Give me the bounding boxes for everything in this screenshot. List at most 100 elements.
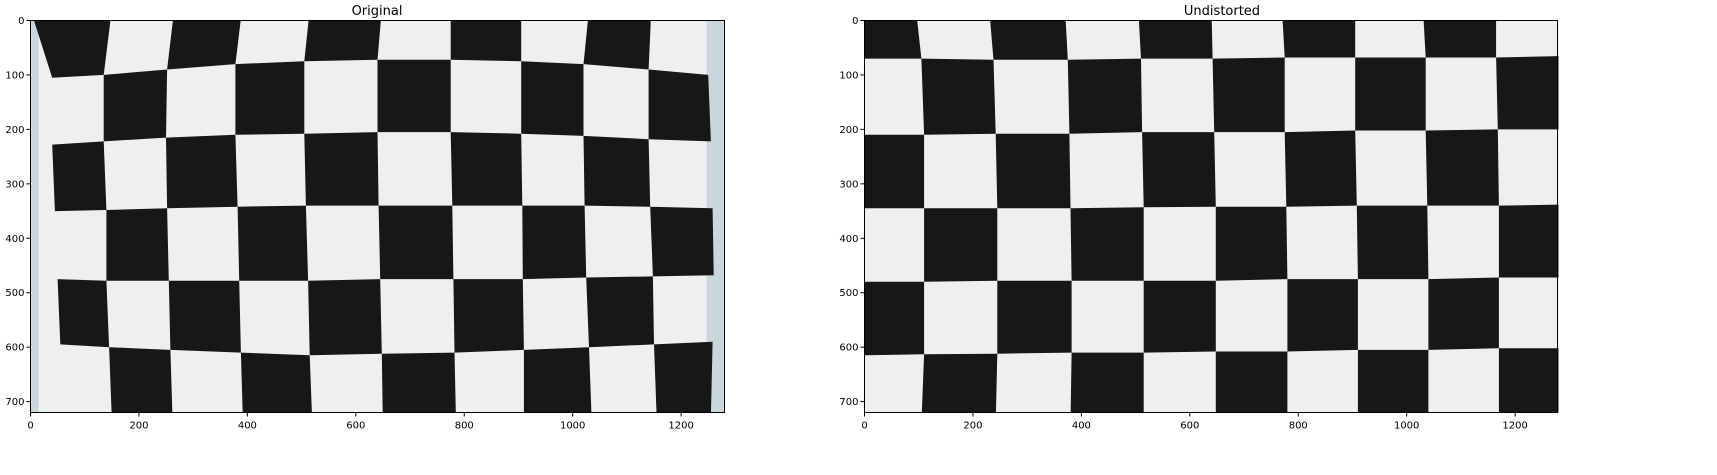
y-tick-label: 700 [839, 397, 858, 408]
original-paper-edge-right [706, 20, 725, 413]
undistorted-dark-square [1428, 277, 1499, 350]
original-dark-square [103, 69, 168, 142]
undistorted-dark-square [1215, 206, 1288, 281]
y-tick-label: 300 [839, 179, 858, 190]
original-dark-square [453, 279, 524, 353]
x-tick-label: 200 [129, 421, 148, 432]
y-tick-label: 400 [5, 234, 24, 245]
undistorted-dark-square [1282, 20, 1356, 58]
panel-title-undistorted: Undistorted [1183, 4, 1261, 19]
original-dark-square [308, 279, 382, 356]
original-dark-square [304, 20, 381, 62]
undistorted-dark-square [995, 133, 1071, 209]
axes-undistorted: 0 200 400 600 800 1000 1200 0 100 200 300 400 500 600… [839, 16, 1559, 432]
x-tick-label: 0 [861, 421, 867, 432]
x-tick-label: 1200 [1502, 421, 1527, 432]
undistorted-dark-square [1070, 352, 1144, 413]
x-tick-label: 0 [27, 421, 33, 432]
original-dark-square [240, 352, 312, 413]
original-dark-square [304, 132, 379, 206]
x-tick-label: 800 [455, 421, 474, 432]
y-tick-label: 200 [5, 125, 24, 136]
undistorted-dark-square [1357, 349, 1429, 413]
original-dark-square [33, 20, 111, 78]
y-tick-label: 100 [839, 70, 858, 81]
original-dark-square [583, 20, 651, 70]
undistorted-dark-square [1498, 348, 1559, 413]
original-dark-square [648, 69, 711, 142]
axes-original: 0 200 400 600 800 1000 1200 0 100 200 300 400 500 600… [5, 16, 725, 432]
undistorted-dark-square [997, 280, 1072, 354]
original-dark-square [57, 279, 110, 348]
y-tick-label: 600 [839, 343, 858, 354]
original-dark-square [168, 280, 241, 353]
undistorted-dark-square [1287, 279, 1358, 352]
original-dark-square [523, 347, 592, 413]
checkerboard-image-undistorted [864, 20, 1559, 413]
original-dark-square [654, 341, 713, 413]
x-tick-label: 400 [238, 421, 257, 432]
undistorted-dark-square [921, 353, 998, 413]
original-dark-square [378, 205, 454, 280]
y-tick-label: 500 [839, 288, 858, 299]
undistorted-dark-square [864, 20, 922, 59]
x-tick-label: 1000 [1394, 421, 1419, 432]
original-dark-square [109, 347, 173, 413]
y-tick-label: 300 [5, 179, 24, 190]
undistorted-dark-square [1284, 130, 1357, 207]
original-dark-square [381, 352, 456, 413]
original-dark-square [237, 205, 309, 281]
original-dark-square [235, 61, 305, 135]
panel-original: Original 0 200 400 600 800 1000 1200 0 100 200 300… [0, 0, 800, 475]
original-dark-square [521, 61, 584, 136]
undistorted-dark-square [864, 134, 925, 209]
y-tick-label: 600 [5, 343, 24, 354]
x-tick-label: 1000 [560, 421, 585, 432]
undistorted-dark-square [1212, 57, 1285, 133]
checkerboard-image-original [30, 20, 725, 413]
undistorted-dark-square [1067, 58, 1143, 134]
x-tick-label: 600 [346, 421, 365, 432]
axes-frame-original [30, 20, 725, 413]
y-tick-label: 0 [18, 16, 24, 27]
x-tick-label: 1200 [668, 421, 693, 432]
undistorted-dark-square [1423, 20, 1497, 58]
x-tick-label: 400 [1072, 421, 1091, 432]
undistorted-dark-square [864, 281, 925, 356]
undistorted-dark-square [1425, 129, 1499, 206]
undistorted-dark-square [1143, 280, 1216, 353]
y-tick-label: 700 [5, 397, 24, 408]
axes-frame-undistorted [864, 20, 1558, 413]
undistorted-dark-square [1215, 351, 1288, 413]
y-tick-label: 200 [839, 125, 858, 136]
ticks-undistorted: 0 200 400 600 800 1000 1200 0 100 200 300 400 500 600… [839, 16, 1527, 432]
original-dark-square [583, 135, 651, 207]
y-tick-label: 0 [852, 16, 858, 27]
x-tick-label: 200 [963, 421, 982, 432]
original-dark-square [586, 276, 654, 348]
original-dark-square [650, 206, 714, 277]
panel-title-original: Original [351, 4, 403, 19]
original-dark-square [166, 134, 238, 209]
x-tick-label: 600 [1180, 421, 1199, 432]
undistorted-dark-square [1356, 205, 1429, 280]
original-dark-square [52, 141, 107, 212]
original-dark-square [106, 208, 169, 281]
original-paper-edge-left [30, 20, 39, 413]
original-dark-square [167, 20, 241, 70]
original-dark-square [450, 132, 523, 206]
x-tick-label: 800 [1289, 421, 1308, 432]
y-tick-label: 100 [5, 70, 24, 81]
undistorted-dark-square [1498, 204, 1559, 278]
undistorted-dark-square [1138, 20, 1213, 59]
undistorted-dark-square [990, 20, 1068, 60]
original-dark-square [377, 59, 451, 133]
undistorted-dark-square [921, 58, 996, 135]
y-tick-label: 500 [5, 288, 24, 299]
undistorted-dark-square [1496, 56, 1559, 130]
undistorted-dark-square [1355, 57, 1426, 131]
ticks-original: 0 200 400 600 800 1000 1200 0 100 200 300 400 500 600… [5, 16, 693, 432]
undistorted-dark-square [1142, 132, 1216, 208]
y-tick-label: 400 [839, 234, 858, 245]
original-dark-square [522, 205, 587, 280]
